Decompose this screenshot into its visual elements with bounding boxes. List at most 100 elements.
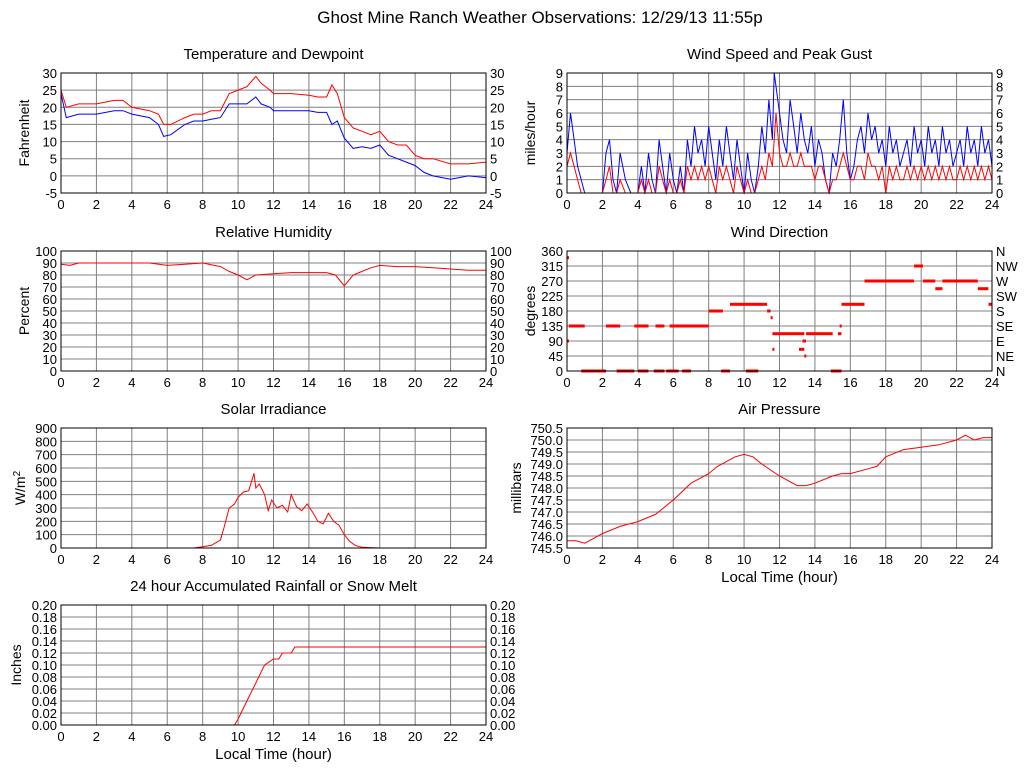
y-tick-label: 25 bbox=[43, 83, 57, 98]
y-tick-label: 300 bbox=[35, 501, 57, 516]
y-tick-label: 0 bbox=[50, 541, 57, 556]
series-line-pressure-0 bbox=[567, 434, 992, 544]
x-tick-label: 2 bbox=[93, 552, 100, 567]
y-tick-label: 8 bbox=[556, 79, 563, 94]
right-tick-label: 0.00 bbox=[490, 718, 515, 733]
x-tick-label: 2 bbox=[599, 197, 606, 212]
series-line-temp-1 bbox=[60, 93, 487, 180]
right-tick-label: 6 bbox=[996, 106, 1003, 121]
x-tick-label: 18 bbox=[879, 197, 893, 212]
x-tick-label: 2 bbox=[93, 197, 100, 212]
y-tick-label: 0.10 bbox=[32, 658, 57, 673]
chart-title: Wind Speed and Peak Gust bbox=[687, 46, 873, 63]
direction-segment bbox=[708, 309, 723, 313]
series-line-wind-0 bbox=[566, 72, 993, 194]
x-tick-label: 18 bbox=[373, 197, 387, 212]
plot-frame bbox=[60, 604, 487, 726]
direction-segment bbox=[567, 339, 569, 343]
y-axis-label: degrees bbox=[522, 286, 538, 337]
right-tick-label: 100 bbox=[490, 244, 512, 259]
y-tick-label: 20 bbox=[43, 340, 57, 355]
direction-segment bbox=[772, 347, 775, 351]
x-tick-label: 16 bbox=[337, 197, 351, 212]
right-tick-label: NE bbox=[996, 349, 1014, 364]
y-tick-label: 745.5 bbox=[530, 541, 563, 556]
right-tick-label: 3 bbox=[996, 146, 1003, 161]
right-tick-label: W bbox=[996, 274, 1009, 289]
x-tick-label: 22 bbox=[949, 375, 963, 390]
chart-title: Temperature and Dewpoint bbox=[183, 46, 364, 63]
page-title: Ghost Mine Ranch Weather Observations: 1… bbox=[317, 8, 762, 27]
y-tick-label: 50 bbox=[43, 304, 57, 319]
y-tick-label: 15 bbox=[43, 117, 57, 132]
series-line-humidity-0 bbox=[60, 262, 486, 287]
x-tick-label: 4 bbox=[634, 197, 641, 212]
x-tick-label: 18 bbox=[373, 552, 387, 567]
y-axis-label: millibars bbox=[508, 462, 524, 513]
x-tick-label: 22 bbox=[443, 197, 457, 212]
y-tick-label: 1 bbox=[556, 173, 563, 188]
y-tick-label: 0 bbox=[556, 364, 563, 379]
x-tick-label: 12 bbox=[772, 552, 786, 567]
right-tick-label: NW bbox=[996, 259, 1018, 274]
chart-title: Relative Humidity bbox=[215, 224, 332, 241]
x-tick-label: 8 bbox=[705, 197, 712, 212]
chart-title: Air Pressure bbox=[738, 401, 821, 418]
direction-segment bbox=[806, 332, 833, 336]
right-tick-label: 5 bbox=[490, 152, 497, 167]
x-tick-label: 0 bbox=[563, 197, 570, 212]
y-tick-label: 7 bbox=[556, 93, 563, 108]
x-tick-label: 20 bbox=[914, 197, 928, 212]
x-tick-label: 0 bbox=[563, 552, 570, 567]
x-tick-label: 4 bbox=[128, 729, 135, 744]
y-tick-label: 749.0 bbox=[530, 457, 563, 472]
x-tick-label: 6 bbox=[164, 375, 171, 390]
y-tick-label: 60 bbox=[43, 292, 57, 307]
x-tick-label: 6 bbox=[164, 552, 171, 567]
right-tick-label: 15 bbox=[490, 117, 504, 132]
y-tick-label: 100 bbox=[35, 244, 57, 259]
right-tick-label: E bbox=[996, 334, 1005, 349]
right-tick-label: 0 bbox=[996, 186, 1003, 201]
series-line-rain-0 bbox=[61, 646, 486, 726]
y-tick-label: 20 bbox=[43, 100, 57, 115]
x-tick-label: 20 bbox=[914, 552, 928, 567]
y-tick-label: 45 bbox=[549, 349, 563, 364]
x-tick-label: 12 bbox=[772, 375, 786, 390]
x-tick-label: 12 bbox=[266, 375, 280, 390]
x-tick-label: 24 bbox=[479, 375, 493, 390]
y-tick-label: 747.5 bbox=[530, 493, 563, 508]
x-tick-label: 2 bbox=[599, 375, 606, 390]
y-tick-label: 80 bbox=[43, 268, 57, 283]
x-tick-label: 10 bbox=[231, 552, 245, 567]
right-tick-label: 9 bbox=[996, 66, 1003, 81]
right-tick-label: 10 bbox=[490, 135, 504, 150]
y-tick-label: 749.5 bbox=[530, 445, 563, 460]
direction-segment bbox=[767, 309, 771, 313]
y-tick-label: 100 bbox=[35, 528, 57, 543]
x-tick-label: 24 bbox=[479, 197, 493, 212]
right-tick-label: 1 bbox=[996, 173, 1003, 188]
x-tick-label: 2 bbox=[599, 552, 606, 567]
x-tick-label: 16 bbox=[337, 375, 351, 390]
y-tick-label: 90 bbox=[549, 334, 563, 349]
y-tick-label: 0.00 bbox=[32, 718, 57, 733]
right-tick-label: 0.12 bbox=[490, 646, 515, 661]
y-tick-label: 0.14 bbox=[32, 634, 57, 649]
x-tick-label: 10 bbox=[231, 197, 245, 212]
direction-segment bbox=[772, 332, 805, 336]
right-tick-label: 80 bbox=[490, 268, 504, 283]
y-tick-label: -5 bbox=[45, 186, 57, 201]
y-tick-label: 0.08 bbox=[32, 670, 57, 685]
x-tick-label: 24 bbox=[479, 552, 493, 567]
right-tick-label: 70 bbox=[490, 280, 504, 295]
x-tick-label: 12 bbox=[266, 552, 280, 567]
right-tick-label: 90 bbox=[490, 256, 504, 271]
x-tick-label: 6 bbox=[670, 197, 677, 212]
y-tick-label: 3 bbox=[556, 146, 563, 161]
x-tick-label: 14 bbox=[808, 197, 822, 212]
